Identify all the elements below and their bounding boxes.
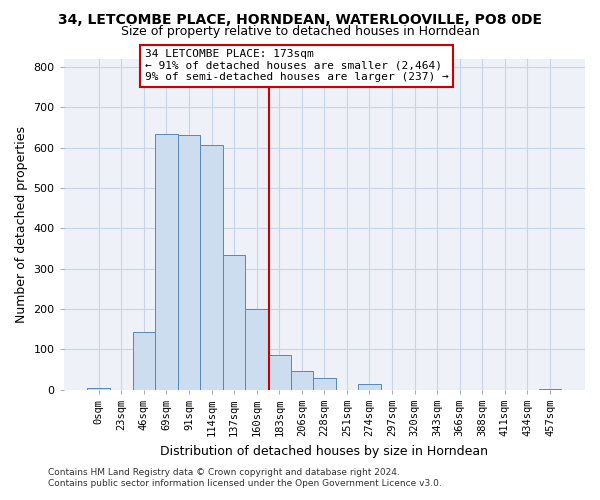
Bar	[178, 135, 200, 390]
Bar	[358, 384, 381, 390]
Text: Size of property relative to detached houses in Horndean: Size of property relative to detached ho…	[121, 25, 479, 38]
Bar	[313, 378, 335, 390]
X-axis label: Distribution of detached houses by size in Horndean: Distribution of detached houses by size …	[160, 444, 488, 458]
Bar	[155, 134, 178, 390]
Bar	[268, 356, 290, 390]
Bar	[223, 256, 245, 390]
Bar	[200, 144, 223, 390]
Bar	[539, 389, 562, 390]
Text: 34, LETCOMBE PLACE, HORNDEAN, WATERLOOVILLE, PO8 0DE: 34, LETCOMBE PLACE, HORNDEAN, WATERLOOVI…	[58, 12, 542, 26]
Text: Contains HM Land Registry data © Crown copyright and database right 2024.
Contai: Contains HM Land Registry data © Crown c…	[48, 468, 442, 487]
Y-axis label: Number of detached properties: Number of detached properties	[15, 126, 28, 323]
Bar	[133, 332, 155, 390]
Bar	[88, 388, 110, 390]
Bar	[245, 309, 268, 390]
Text: 34 LETCOMBE PLACE: 173sqm
← 91% of detached houses are smaller (2,464)
9% of sem: 34 LETCOMBE PLACE: 173sqm ← 91% of detac…	[145, 49, 448, 82]
Bar	[290, 371, 313, 390]
